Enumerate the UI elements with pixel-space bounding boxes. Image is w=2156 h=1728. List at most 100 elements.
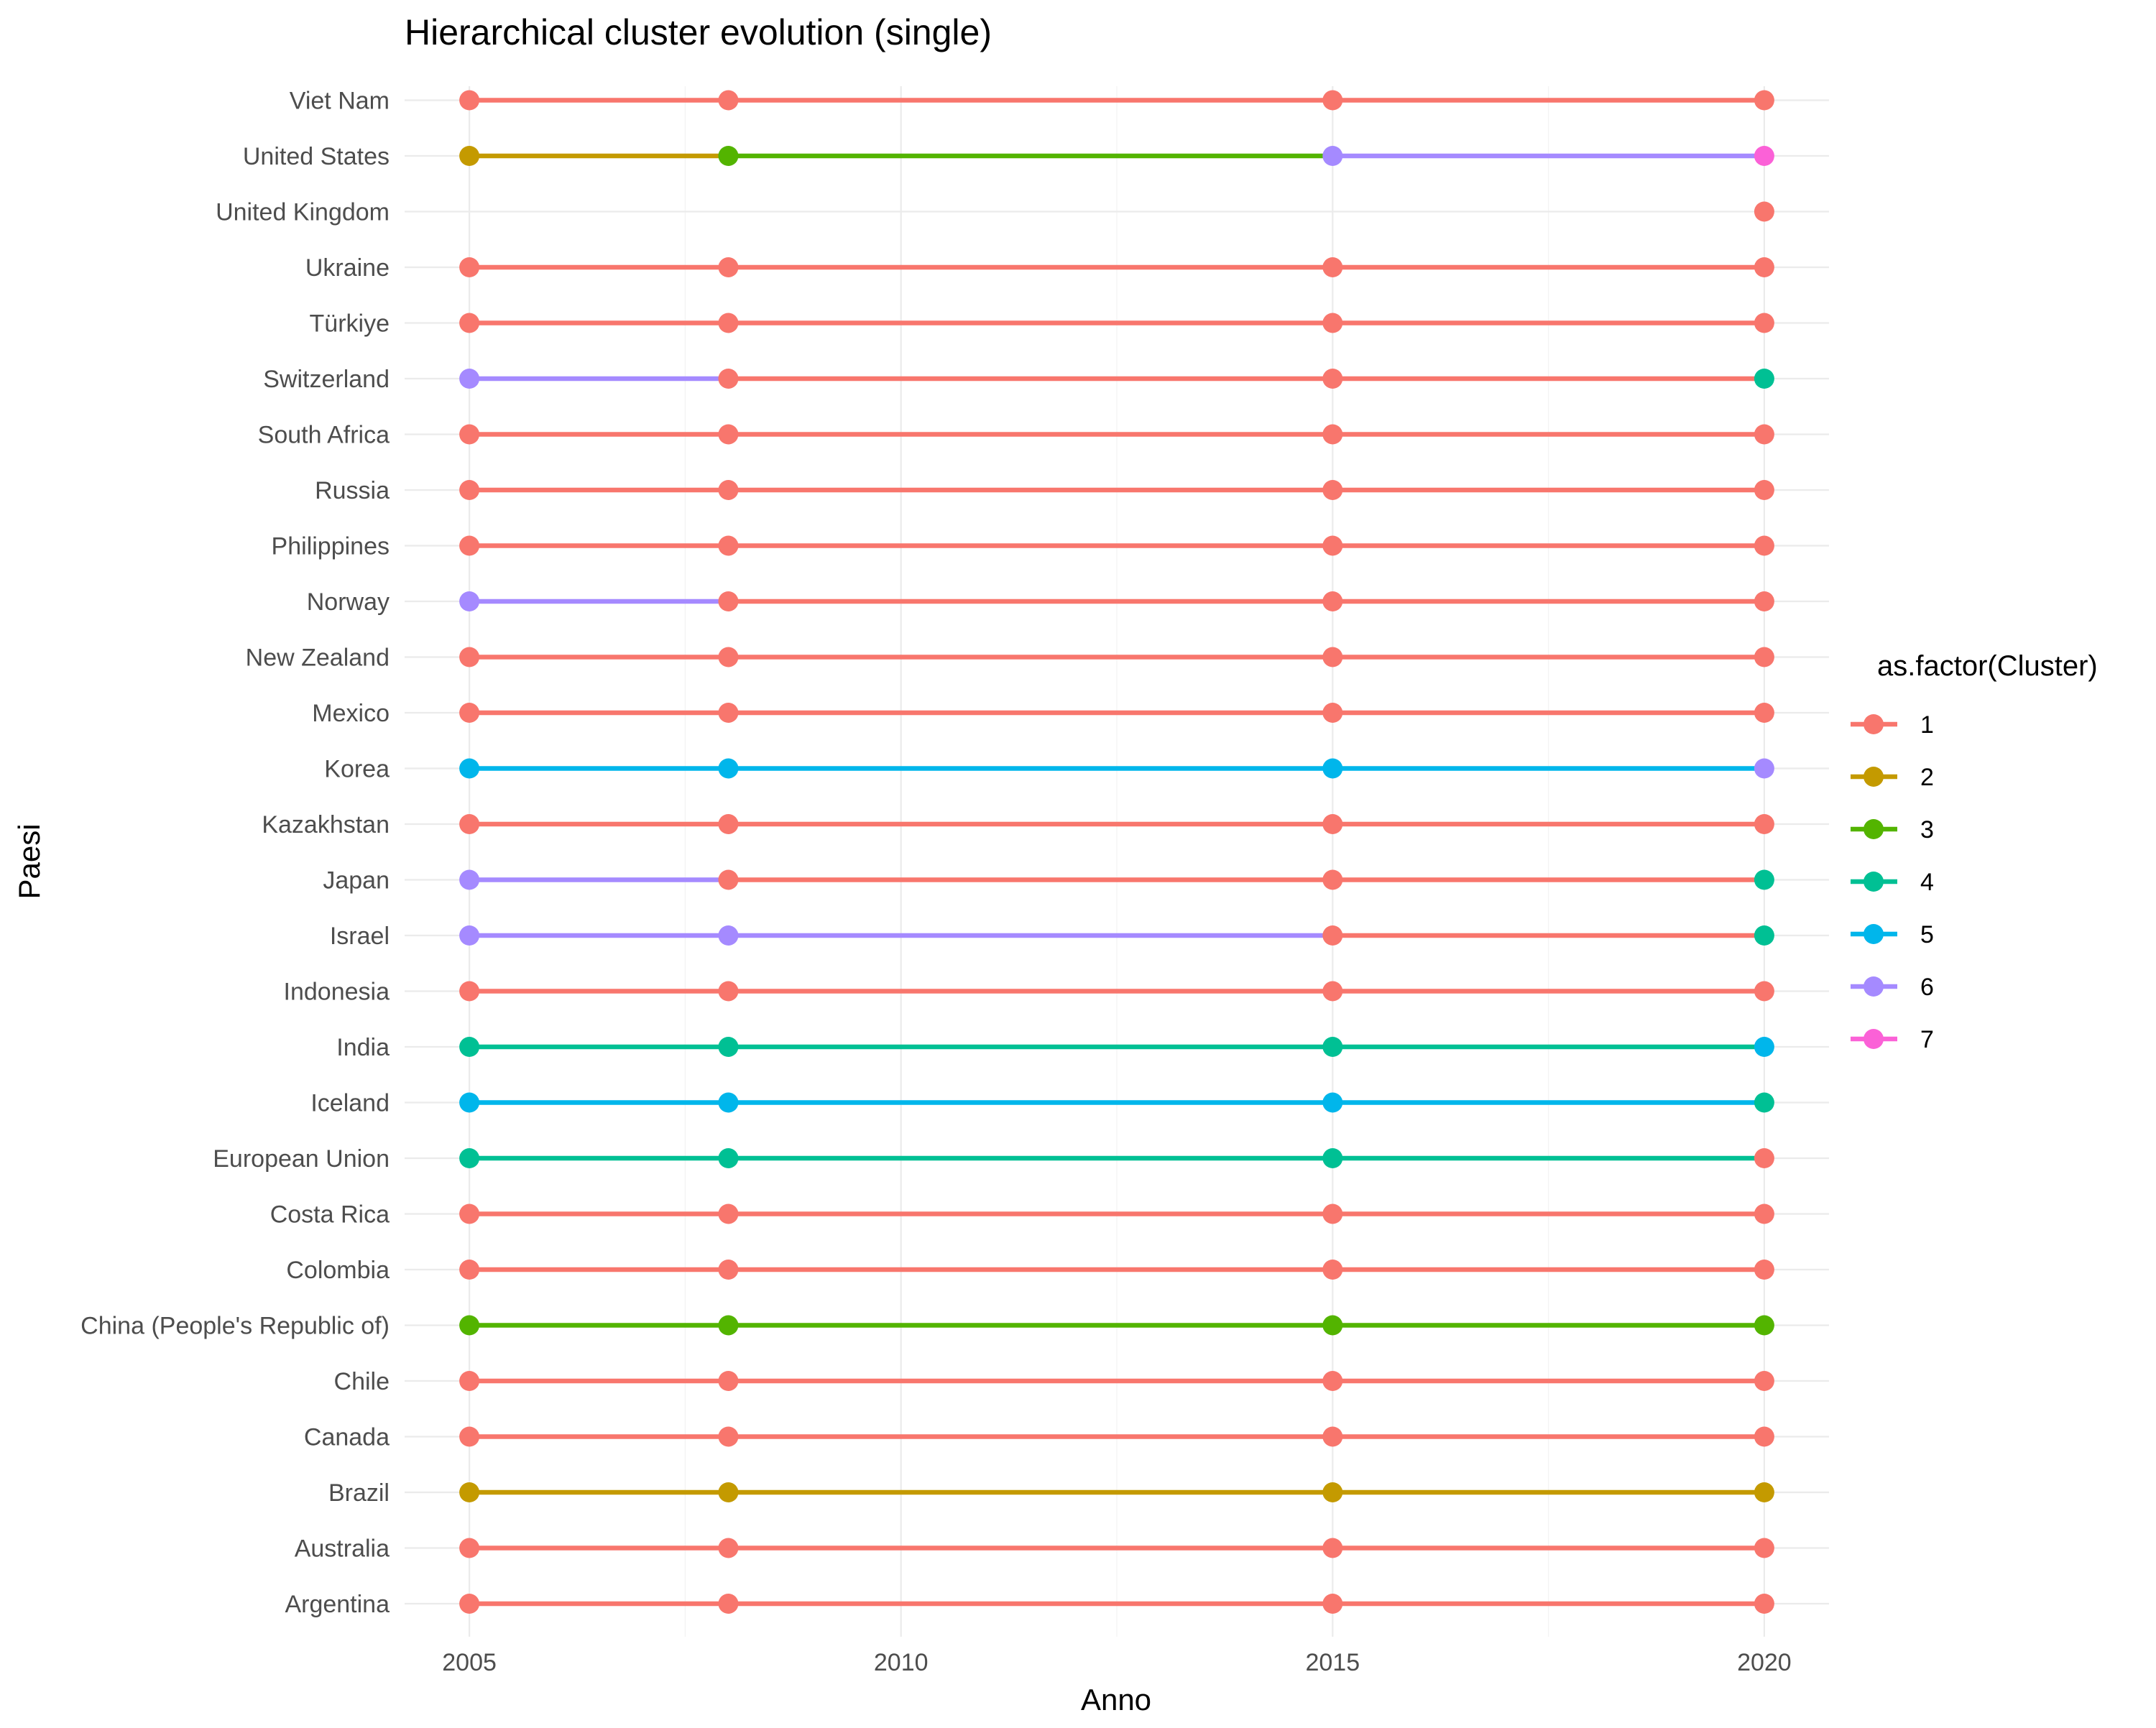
x-tick-label: 2005 xyxy=(442,1649,497,1676)
data-point xyxy=(1322,758,1343,779)
data-point xyxy=(459,703,480,723)
y-tick-label: United States xyxy=(243,143,390,170)
data-point xyxy=(1322,1315,1343,1336)
legend-label: 6 xyxy=(1920,974,1934,1001)
data-point xyxy=(1754,703,1774,723)
data-point xyxy=(1322,1203,1343,1224)
data-point xyxy=(1322,1594,1343,1614)
y-tick-label: Iceland xyxy=(310,1090,390,1117)
data-point xyxy=(718,1371,739,1391)
data-point xyxy=(1322,981,1343,1002)
data-point xyxy=(1754,257,1774,277)
data-point xyxy=(718,981,739,1002)
data-point xyxy=(1322,1371,1343,1391)
data-point xyxy=(1754,925,1774,946)
y-tick-label: Viet Nam xyxy=(290,88,390,115)
data-point xyxy=(459,257,480,277)
data-point xyxy=(459,424,480,445)
y-tick-label: Kazakhstan xyxy=(262,811,390,838)
data-point xyxy=(459,90,480,111)
y-tick-label: Brazil xyxy=(328,1479,390,1507)
y-tick-label: South Africa xyxy=(258,422,390,449)
y-tick-label: New Zealand xyxy=(246,644,390,672)
y-tick-label: Australia xyxy=(295,1535,390,1563)
legend-item: 6 xyxy=(1851,974,1934,1001)
data-point xyxy=(1322,313,1343,333)
data-point xyxy=(718,1315,739,1336)
data-point xyxy=(459,758,480,779)
data-point xyxy=(459,647,480,667)
data-point xyxy=(1322,591,1343,611)
x-tick-label: 2010 xyxy=(874,1649,929,1676)
data-point xyxy=(1754,1594,1774,1614)
data-point xyxy=(718,758,739,779)
data-point xyxy=(459,535,480,556)
data-point xyxy=(1322,369,1343,389)
y-tick-label: Switzerland xyxy=(263,366,390,393)
data-point xyxy=(459,313,480,333)
data-point xyxy=(1322,257,1343,277)
data-point xyxy=(459,814,480,834)
y-tick-label: Türkiye xyxy=(310,310,390,338)
data-point xyxy=(1322,703,1343,723)
legend-key-point xyxy=(1864,872,1884,892)
data-point xyxy=(459,981,480,1002)
y-tick-label: India xyxy=(336,1034,390,1061)
legend-item: 3 xyxy=(1851,816,1934,844)
data-point xyxy=(459,369,480,389)
data-point xyxy=(1754,869,1774,890)
data-point xyxy=(718,1037,739,1057)
data-point xyxy=(1754,1426,1774,1447)
data-point xyxy=(1754,1315,1774,1336)
y-tick-label: European Union xyxy=(213,1145,390,1173)
data-point xyxy=(718,925,739,946)
data-point xyxy=(718,1538,739,1558)
legend-key-point xyxy=(1864,924,1884,944)
y-axis-title: Paesi xyxy=(12,823,46,899)
legend-key-point xyxy=(1864,714,1884,734)
legend-label: 2 xyxy=(1920,764,1934,791)
y-tick-label: Canada xyxy=(304,1424,390,1451)
legend-label: 1 xyxy=(1920,711,1934,739)
y-tick-label: Costa Rica xyxy=(270,1201,390,1229)
data-point xyxy=(1322,647,1343,667)
legend-label: 7 xyxy=(1920,1026,1934,1053)
data-point xyxy=(1322,1260,1343,1280)
y-tick-label: Japan xyxy=(323,867,390,895)
x-tick-label: 2020 xyxy=(1737,1649,1792,1676)
data-point xyxy=(718,1092,739,1113)
data-point xyxy=(1322,869,1343,890)
y-tick-label: Korea xyxy=(324,756,390,783)
data-point xyxy=(1322,424,1343,445)
legend-label: 5 xyxy=(1920,921,1934,948)
data-point xyxy=(1754,313,1774,333)
legend-key-point xyxy=(1864,819,1884,839)
y-tick-label: Colombia xyxy=(286,1257,390,1284)
data-point xyxy=(718,535,739,556)
legend-label: 3 xyxy=(1920,816,1934,844)
x-tick-label: 2015 xyxy=(1305,1649,1360,1676)
y-tick-label: China (People's Republic of) xyxy=(80,1313,390,1340)
data-point xyxy=(459,146,480,166)
legend-title: as.factor(Cluster) xyxy=(1877,650,2098,682)
data-point xyxy=(1754,1260,1774,1280)
data-point xyxy=(459,1148,480,1168)
grid-layer xyxy=(405,86,1829,1637)
data-point xyxy=(1754,146,1774,166)
data-point xyxy=(718,146,739,166)
data-point xyxy=(1322,925,1343,946)
legend: as.factor(Cluster) 1 2 3 4 5 6 7 xyxy=(1851,650,2098,1053)
data-point xyxy=(1754,1482,1774,1502)
data-point xyxy=(718,591,739,611)
data-point xyxy=(1322,1482,1343,1502)
legend-key-point xyxy=(1864,1029,1884,1049)
data-point xyxy=(1754,535,1774,556)
data-point xyxy=(1322,1148,1343,1168)
data-point xyxy=(1322,1092,1343,1113)
data-point xyxy=(1754,1371,1774,1391)
data-point xyxy=(459,1092,480,1113)
data-point xyxy=(1754,1092,1774,1113)
data-point xyxy=(1322,1426,1343,1447)
x-axis-tick-labels: 2005 2010 2015 2020 xyxy=(442,1649,1791,1676)
